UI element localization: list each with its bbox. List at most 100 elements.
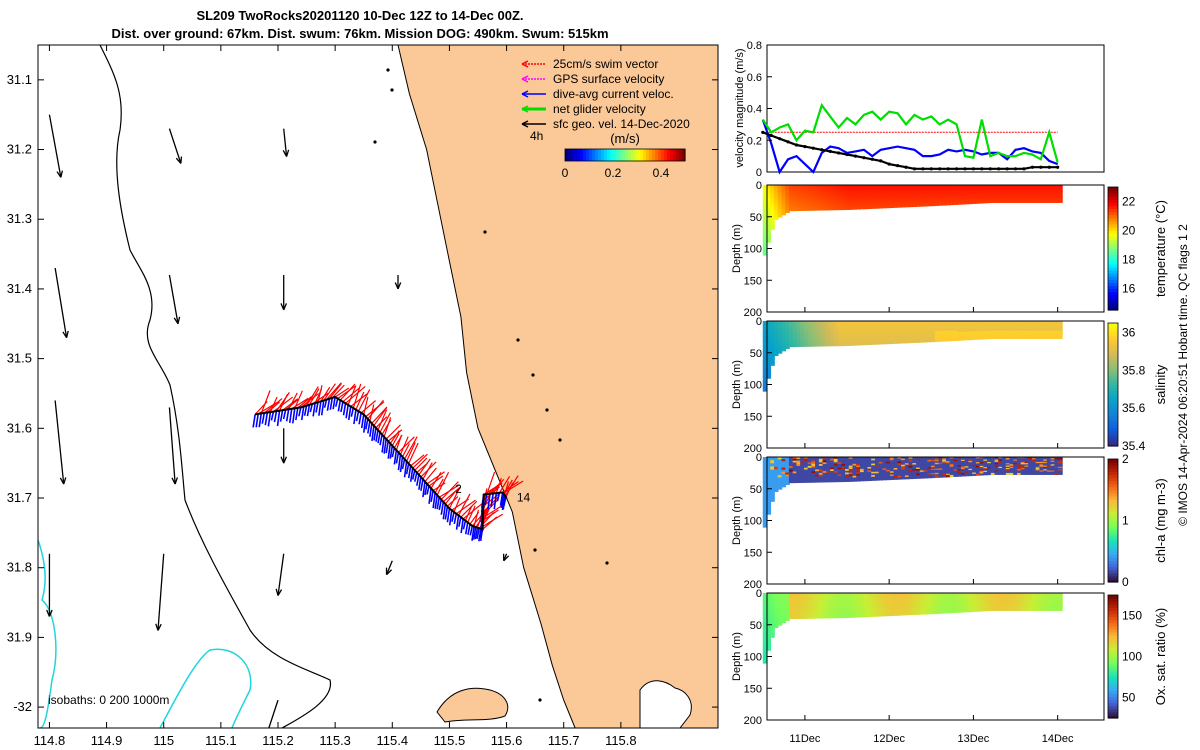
section-cell [803,322,809,326]
section-cell [818,593,824,596]
section-cell [867,596,873,599]
section-cell [1005,472,1011,475]
section-cell [796,322,801,326]
section-cell [897,471,902,474]
section-cell [848,470,854,474]
section-cell [1024,460,1030,463]
section-colorbar-cell [1108,273,1118,277]
section-cell [800,331,805,335]
section-cell [945,598,951,601]
section-cell [968,335,973,338]
depth-tick-label: 0 [756,452,762,464]
section-cell [837,474,843,477]
section-cell [994,189,1000,192]
section-cell [859,611,865,614]
section-cell [807,190,813,193]
section-cell [815,344,820,347]
section-cell [904,593,910,596]
section-cell [1002,197,1007,200]
section-cell [874,186,880,190]
section-cell [968,599,973,602]
section-cell [852,599,858,603]
section-cell [904,195,910,199]
section-cell [856,609,861,613]
section-cell [882,612,887,615]
section-cell [960,595,966,598]
section-cell [942,328,947,331]
section-cell [1005,325,1011,328]
section-cell [845,186,850,190]
section-cell [1020,469,1026,472]
section-cell [983,331,988,334]
section-cell [833,204,839,207]
section-colorbar-cell [1108,239,1118,243]
section-cell [953,185,958,188]
section-cell [874,334,880,337]
section-cell [1046,463,1052,466]
section-cell [792,464,798,467]
swim-vector [426,471,445,485]
section-cell [953,458,958,461]
section-cell [826,192,831,195]
section-cell [987,468,992,471]
section-cell [942,335,947,338]
section-cell [785,464,790,468]
section-cell [1046,335,1052,338]
section-cell [1031,471,1037,474]
section-cell [908,463,914,466]
section-cell [807,478,813,481]
section-cell [1017,327,1022,330]
section-cell [1046,332,1052,335]
section-cell [807,324,813,328]
section-cell [803,340,809,344]
section-cell [919,185,925,188]
section-cell [957,335,962,339]
section-cell [777,194,783,198]
section-cell [1017,595,1022,598]
section-cell [762,593,768,599]
swim-vector [442,487,460,503]
section-cell [1058,468,1063,471]
section-cell [777,346,783,350]
section-cell [762,365,768,372]
section-cell [901,610,906,613]
section-cell [994,597,1000,600]
section-cell [919,201,925,204]
section-cell [912,472,917,475]
section-cell [762,321,768,327]
section-cell [945,475,951,478]
section-cell [972,598,977,601]
section-cell [1028,469,1033,472]
velocity-frame [766,44,1105,173]
section-cell [792,611,798,614]
section-cell [815,594,820,598]
current-vector [288,408,293,423]
section-cell [949,326,955,329]
section-cell [863,608,869,611]
section-cell [800,188,805,192]
section-cell [852,193,858,197]
section-cell [867,597,873,601]
section-cell [1017,469,1022,472]
section-cell [826,601,831,605]
section-cell [990,187,996,190]
section-cell [852,477,858,480]
section-cell [792,594,798,598]
section-cell [927,331,932,334]
section-cell [897,477,902,480]
section-cell [897,188,902,191]
section-cell [972,199,977,202]
section-cell [953,333,958,336]
section-cell [972,460,977,463]
section-cell [766,485,772,491]
section-cell [919,331,925,334]
section-cell [800,474,805,478]
section-cell [833,605,839,608]
section-colorbar-cell [1108,477,1118,482]
section-cell [1013,193,1018,196]
current-vector [369,423,373,437]
colorbar-cell [667,149,671,161]
